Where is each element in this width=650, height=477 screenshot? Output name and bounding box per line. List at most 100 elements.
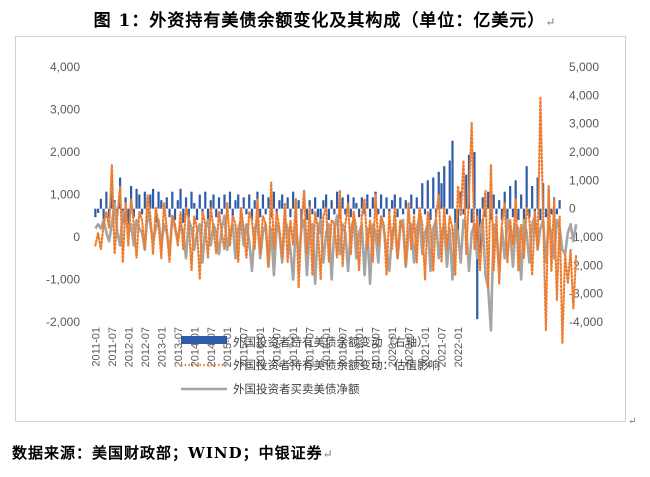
bar-mark [390,200,394,209]
bar-mark [206,208,210,220]
bar-mark [333,208,336,215]
bar-mark [437,171,440,209]
bar-mark [336,191,339,209]
bar-mark [278,200,281,209]
bar-mark [426,180,429,209]
legend-entry-label: 外国投资者持有美债余额变动（右轴） [233,335,429,349]
bar-mark [349,208,352,218]
bar-mark [368,208,372,218]
bar-mark [322,200,325,209]
bar-mark [440,183,443,209]
bar-mark [520,194,523,209]
x-axis-tick-label: 2020-01 [387,327,399,367]
left-axis-tick-label: 2,000 [50,145,80,159]
bar-mark [297,200,300,209]
bar-mark [143,191,146,209]
bar-mark [102,208,105,229]
x-axis-tick-label: 2020-07 [404,327,416,367]
bar-mark [379,194,383,209]
bar-mark [550,208,553,215]
x-axis-tick-label: 2015-07 [239,327,251,367]
bar-mark [500,208,504,220]
x-axis-tick-label: 2012-01 [123,327,135,367]
bar-mark [412,208,416,215]
bar-mark [190,191,193,209]
bar-mark [382,208,385,218]
bar-mark [314,197,317,209]
bar-mark [393,194,396,209]
bar-mark [498,200,501,209]
bar-mark [264,208,267,215]
right-axis-tick-label: 4,000 [569,88,599,102]
bar-mark [371,197,374,209]
x-axis-tick-label: 2019-01 [354,327,366,367]
bar-mark [168,208,171,218]
x-axis-tick-label: 2022-01 [453,327,465,367]
bar-mark [347,194,350,209]
left-axis-tick-label: -2,000 [46,315,80,329]
bar-mark [377,208,380,215]
bar-mark [171,191,174,209]
bar-mark [250,208,254,220]
bar-mark [492,194,495,209]
bar-mark [410,194,413,209]
bar-mark [267,197,270,209]
bar-mark [231,208,234,220]
bar-mark [503,191,506,209]
bar-mark [179,188,182,209]
bar-mark [415,197,418,209]
bar-mark [495,208,498,215]
data-source: 数据来源：美国财政部；WIND；中银证券↵ [12,444,334,462]
x-axis-tick-label: 2011-01 [90,327,102,367]
bar-mark [160,200,163,209]
bar-mark [448,160,451,209]
bar-mark [305,208,308,220]
bar-mark [506,208,509,223]
bar-mark [176,200,179,209]
legend-entry-label: 外国投资者买卖美债净额 [233,382,360,396]
bar-mark [105,191,108,209]
bar-mark [289,208,292,218]
bar-mark [528,208,531,218]
paragraph-mark-icon: ↵ [628,416,637,427]
bar-mark [327,208,330,220]
bar-mark [311,208,314,215]
bar-mark [511,208,515,218]
right-axis-tick-label: 2,000 [569,145,599,159]
x-axis-tick-label: 2012-07 [140,327,152,367]
valuation-effect-line [94,96,578,344]
bar-mark [135,188,138,209]
bar-mark [99,198,102,209]
x-axis-tick-label: 2014-01 [189,327,201,367]
paragraph-mark-icon: ↵ [545,15,557,29]
bar-mark [248,194,251,209]
bar-mark [465,174,468,209]
bar-mark [195,208,199,220]
bar-mark [360,197,363,209]
x-axis-tick-label: 2021-01 [420,327,432,367]
x-axis-tick-label: 2016-07 [272,327,284,367]
chart-svg: 4,000 3,000 2,000 1,000 0 -1,000 -2,000 5,000 4,… [46,60,603,396]
right-axis-tick-label: -3,000 [569,287,603,301]
left-axis-tick-label: 1,000 [50,188,80,202]
bar-mark [198,194,201,209]
bar-mark [352,197,355,209]
net-purchase-line [94,201,578,332]
bar-mark [253,200,256,209]
right-axis-tick-label: 3,000 [569,117,599,131]
bar-mark [204,191,207,209]
bar-mark [212,194,215,209]
bar-mark [385,197,388,209]
bar-mark [476,208,479,320]
bar-mark [182,208,185,223]
bar-mark [539,208,542,220]
left-axis-tick-label: -1,000 [46,273,80,287]
bar-mark [149,194,152,209]
bar-mark [234,200,237,209]
bar-mark [209,200,212,209]
bar-mark [536,177,539,209]
bar-mark [514,180,517,209]
bar-mark [489,208,493,220]
left-axis-tick-label: 4,000 [50,60,80,74]
bar-mark [157,191,160,209]
